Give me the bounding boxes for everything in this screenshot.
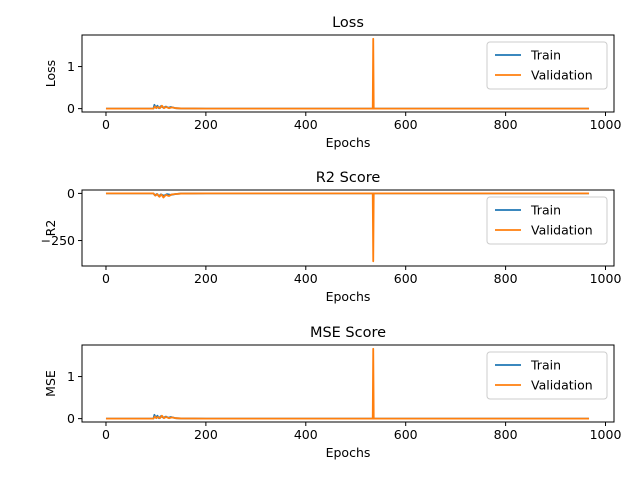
- subplot-r2-score: 0 200 400 600 800 1000 0 −250 R2 Score Epochs R2 Tr…: [41, 170, 622, 304]
- x-tick-label: 600: [394, 117, 418, 132]
- x-tick-label: 0: [102, 271, 110, 286]
- x-tick-label: 1000: [590, 427, 622, 442]
- x-tick-label: 400: [294, 427, 318, 442]
- x-tick-label: 400: [294, 271, 318, 286]
- x-tick-label: 800: [494, 427, 518, 442]
- x-tick-label: 0: [102, 427, 110, 442]
- series-group: [105, 37, 590, 110]
- x-tick-label: 400: [294, 117, 318, 132]
- axes-frame: [81, 189, 615, 267]
- legend-frame: [486, 41, 608, 90]
- legend-label-train: Train: [530, 48, 561, 63]
- series-group: [105, 347, 590, 420]
- legend: Train Validation: [486, 41, 608, 90]
- x-tick-label: 1000: [590, 117, 622, 132]
- legend-frame: [486, 196, 608, 245]
- chart-title: Loss: [332, 15, 364, 31]
- x-tick-label: 800: [494, 117, 518, 132]
- x-axis-label: Epochs: [326, 445, 371, 460]
- legend-label-validation: Validation: [531, 223, 593, 238]
- x-tick-label: 800: [494, 271, 518, 286]
- series-line-validation: [105, 347, 590, 420]
- y-tick-label: 0: [67, 411, 75, 426]
- x-tick-label: 0: [102, 117, 110, 132]
- y-tick-label: 1: [67, 369, 75, 384]
- x-axis-label: Epochs: [326, 289, 371, 304]
- x-tick-label: 200: [194, 271, 218, 286]
- x-tick-label: 600: [394, 427, 418, 442]
- legend-label-train: Train: [530, 358, 561, 373]
- legend-label-validation: Validation: [531, 68, 593, 83]
- y-axis-label: MSE: [43, 370, 58, 397]
- legend: Train Validation: [486, 196, 608, 245]
- legend-label-validation: Validation: [531, 378, 593, 393]
- subplot-mse-score: 0 200 400 600 800 1000 0 1 MSE Score Epochs MSE Tra…: [43, 325, 621, 460]
- legend-frame: [486, 351, 608, 400]
- x-tick-label: 600: [394, 271, 418, 286]
- x-tick-label: 200: [194, 427, 218, 442]
- subplot-loss: 0 200 400 600 800 1000 0 1 Loss Epochs Loss Train Va…: [43, 15, 621, 150]
- y-axis-label: R2: [43, 220, 58, 237]
- series-line-validation: [105, 192, 590, 263]
- y-axis-label: Loss: [43, 60, 58, 87]
- y-tick-label: −250: [41, 233, 75, 248]
- axes-frame: [81, 344, 615, 423]
- y-tick-label: 0: [67, 101, 75, 116]
- y-tick-label: 0: [67, 186, 75, 201]
- series-group: [105, 192, 590, 263]
- legend-label-train: Train: [530, 203, 561, 218]
- axes-frame: [81, 34, 615, 113]
- y-tick-label: 1: [67, 59, 75, 74]
- legend: Train Validation: [486, 351, 608, 400]
- chart-title: MSE Score: [310, 325, 386, 341]
- x-tick-label: 1000: [590, 271, 622, 286]
- series-line-validation: [105, 37, 590, 110]
- x-axis-label: Epochs: [326, 135, 371, 150]
- x-tick-label: 200: [194, 117, 218, 132]
- chart-title: R2 Score: [316, 170, 381, 186]
